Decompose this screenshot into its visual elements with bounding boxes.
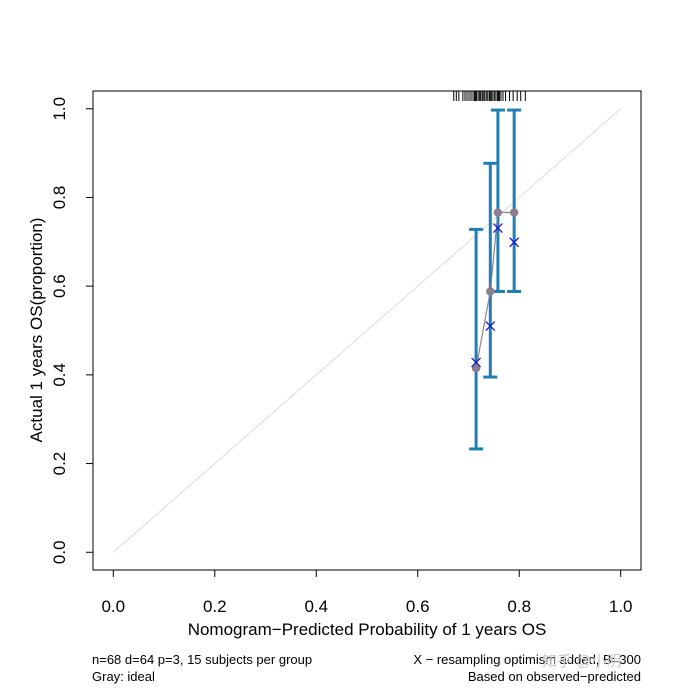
observed-point — [493, 208, 503, 217]
bias-corrected-point — [492, 223, 503, 234]
y-axis-label: Actual 1 years OS(proportion) — [27, 218, 46, 443]
x-tick-label: 1.0 — [609, 597, 633, 616]
bias-corrected-stroke — [471, 357, 482, 368]
observed-point — [471, 363, 481, 373]
rug-group — [453, 91, 526, 101]
observed-point — [486, 287, 495, 296]
y-tick-label: 0.2 — [50, 452, 69, 476]
y-tick-label: 0.0 — [50, 540, 69, 564]
y-tick-label: 1.0 — [50, 97, 69, 121]
watermark: 知乎 @小明 — [542, 653, 622, 670]
axis-ticks: 0.0 0.2 0.4 0.6 0.8 1.0 0.0 0.2 0.4 0.6 0.8 1.0 — [50, 97, 633, 616]
x-tick-label: 0.8 — [507, 597, 531, 616]
observed-line — [475, 211, 515, 369]
bias-corrected-point — [485, 321, 496, 332]
x-tick-label: 0.0 — [101, 597, 125, 616]
bias-corrected-stroke — [492, 223, 503, 234]
x-tick-label: 0.2 — [203, 597, 227, 616]
y-tick-label: 0.4 — [50, 363, 69, 387]
plot-frame — [92, 90, 642, 571]
x-tick-label: 0.6 — [406, 597, 430, 616]
error-bars-group — [469, 108, 522, 451]
ideal-line — [112, 108, 622, 553]
bias-corrected-group — [471, 223, 520, 368]
ideal-line-group — [112, 108, 622, 553]
y-tick-label: 0.8 — [50, 186, 69, 210]
x-tick-label: 0.4 — [304, 597, 328, 616]
bias-corrected-stroke — [509, 237, 520, 248]
observed-point — [509, 208, 519, 217]
footer-left-line2: Gray: ideal — [92, 669, 155, 684]
observed-group — [471, 208, 519, 373]
x-axis-label: Nomogram−Predicted Probability of 1 year… — [188, 620, 547, 639]
bias-corrected-stroke — [485, 321, 496, 332]
footer-right-line2: Based on observed−predicted — [467, 669, 641, 684]
footer-left-line1: n=68 d=64 p=3, 15 subjects per group — [92, 652, 313, 667]
y-tick-label: 0.6 — [50, 274, 69, 298]
footer-right-line1: X − resampling optimism added, B=300 — [413, 652, 641, 667]
bias-corrected-point — [471, 357, 482, 368]
bias-corrected-point — [509, 237, 520, 248]
